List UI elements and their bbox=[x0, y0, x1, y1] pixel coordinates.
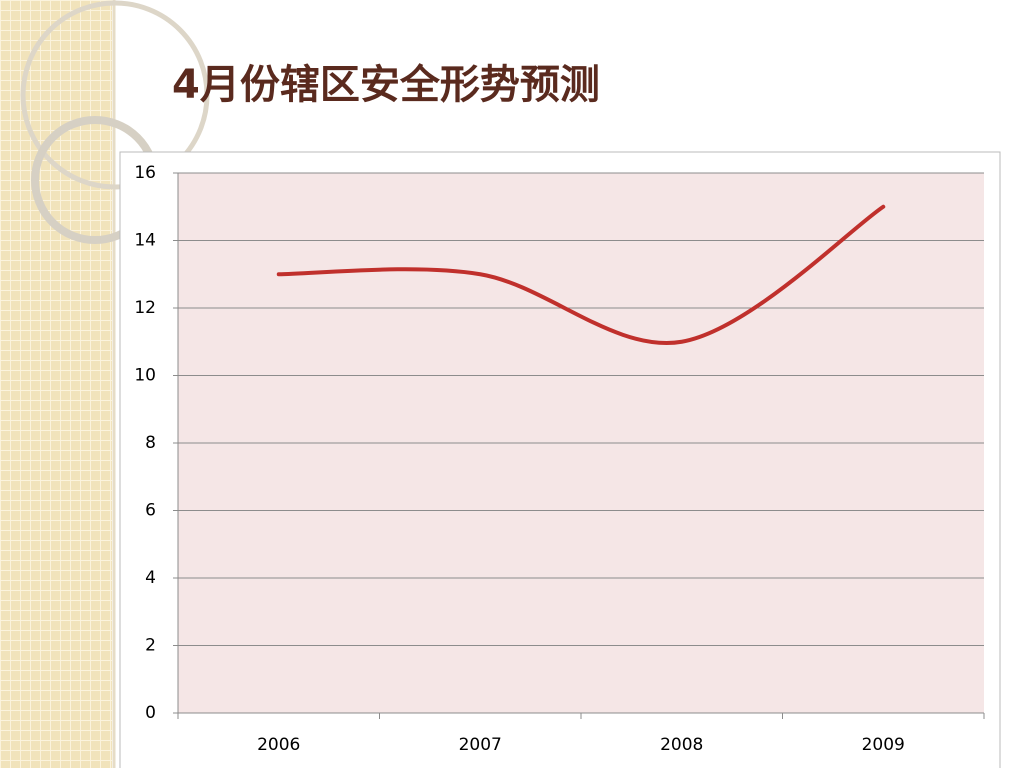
x-tick-label: 2006 bbox=[257, 735, 300, 755]
y-tick-label: 0 bbox=[145, 703, 156, 723]
y-tick-label: 16 bbox=[134, 163, 156, 183]
chart-title: 4月份辖区安全形势预测 bbox=[172, 62, 600, 108]
x-tick-label: 2007 bbox=[459, 735, 502, 755]
x-tick-label: 2009 bbox=[862, 735, 905, 755]
deco-circle bbox=[20, 0, 210, 190]
y-tick-label: 12 bbox=[134, 298, 156, 318]
y-tick-label: 10 bbox=[134, 366, 156, 386]
side-pattern bbox=[0, 0, 112, 768]
y-tick-label: 2 bbox=[145, 636, 156, 656]
x-tick-label: 2008 bbox=[660, 735, 703, 755]
y-tick-label: 6 bbox=[145, 501, 156, 521]
y-tick-label: 14 bbox=[134, 231, 156, 251]
y-tick-label: 4 bbox=[145, 568, 156, 588]
y-tick-label: 8 bbox=[145, 433, 156, 453]
line-series bbox=[276, 204, 886, 345]
